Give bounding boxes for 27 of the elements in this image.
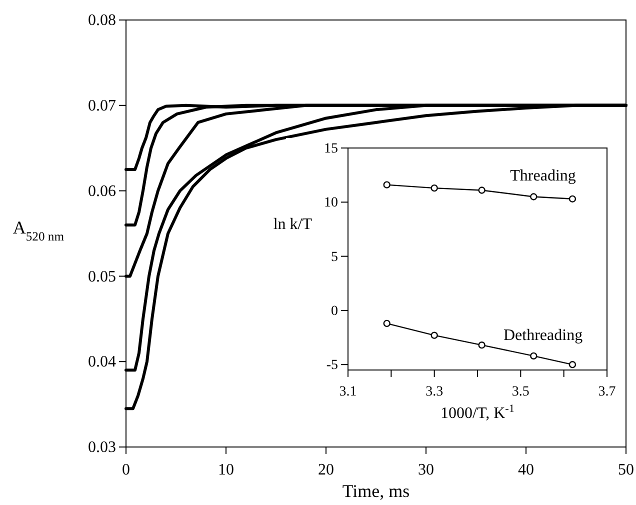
y-axis-title: A$_{520 nm}$ — [12, 218, 64, 244]
x-tick-label: 20 — [318, 462, 334, 479]
x-tick-label: 3.5 — [512, 384, 530, 400]
x-tick-label: 3.3 — [426, 384, 444, 400]
x-axis-title: Time, ms — [342, 481, 410, 501]
x-tick-label: 3.1 — [339, 384, 357, 400]
y-tick-label: 5 — [331, 250, 338, 265]
y-tick-label: -5 — [326, 358, 338, 374]
series-label: Dethreading — [504, 326, 583, 344]
x-tick-label: 3.7 — [598, 384, 616, 400]
x-tick-label: 50 — [618, 462, 634, 479]
y-tick-label: 0.06 — [88, 182, 116, 200]
x-tick-label: 40 — [518, 462, 534, 479]
series-label: Threading — [510, 168, 576, 185]
y-tick-label: 0.07 — [88, 98, 116, 115]
x-tick-label: 0 — [122, 462, 130, 479]
y-tick-label: 0 — [331, 304, 338, 319]
x-axis-title: 1000/T, K$^{-1}$ — [440, 403, 514, 422]
x-tick-label: 10 — [218, 462, 234, 479]
y-tick-label: 15 — [324, 141, 338, 156]
y-tick-label: 10 — [324, 196, 338, 211]
y-tick-label: 0.05 — [88, 268, 116, 286]
y-axis-title: ln k/T — [273, 216, 312, 233]
y-tick-label: 0.04 — [88, 354, 116, 371]
y-tick-label: 0.03 — [88, 439, 116, 456]
x-tick-label: 30 — [418, 462, 434, 479]
y-tick-label: 0.08 — [88, 12, 116, 30]
